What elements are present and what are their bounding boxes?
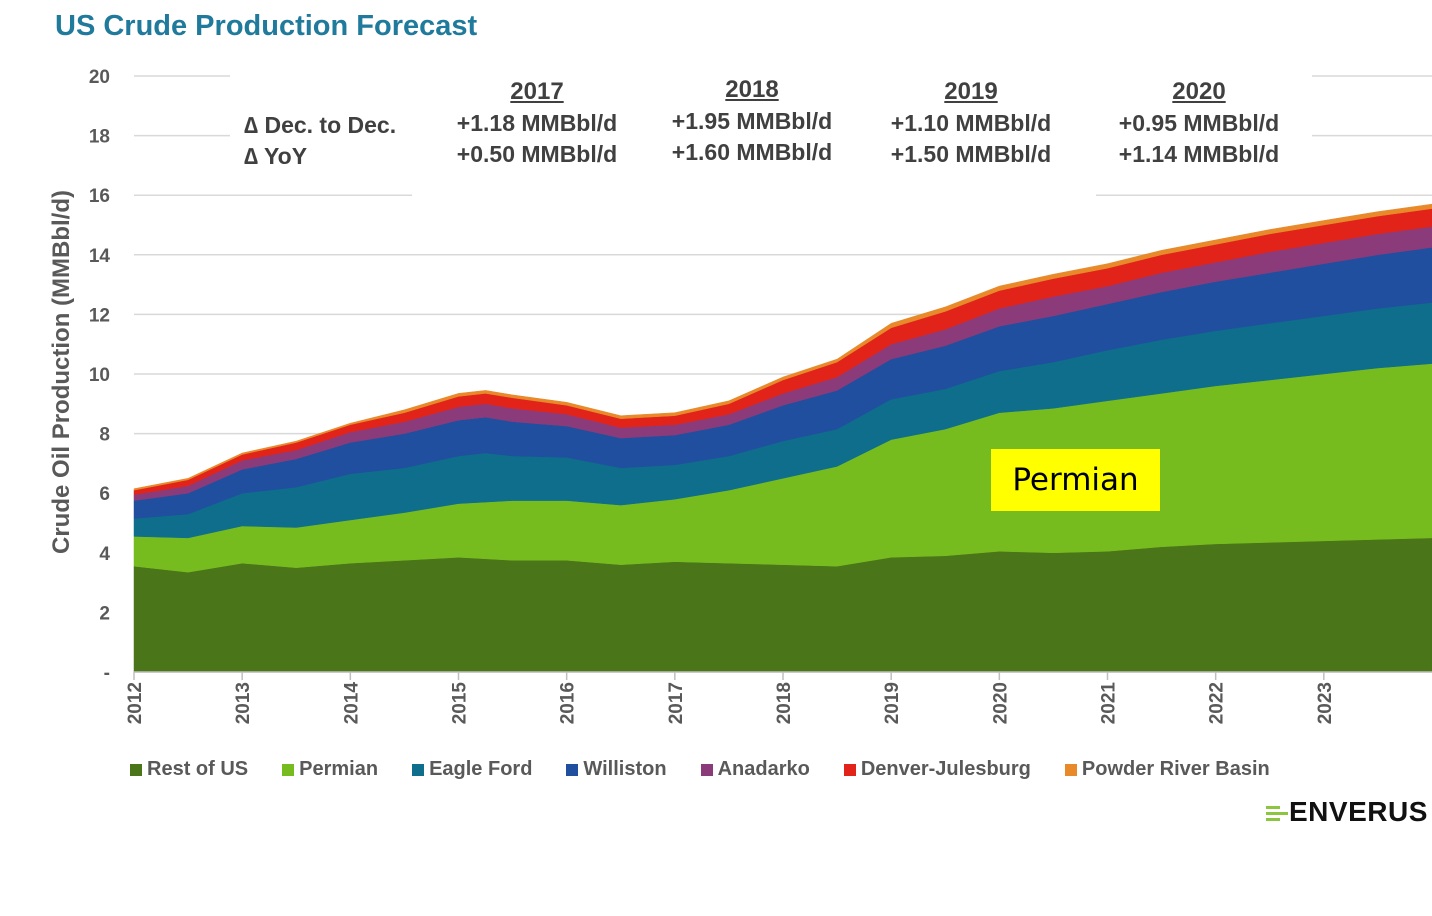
x-tick-label: 2018: [774, 682, 795, 724]
y-tick-label: 4: [99, 544, 110, 565]
annotation-dec-to-dec: +1.10 MMBbl/d: [890, 110, 1052, 136]
legend-label: Permian: [299, 758, 379, 780]
annotation-row-label-yoy: ∆ YoY: [244, 143, 308, 169]
y-tick-label: 14: [89, 246, 111, 267]
legend-label: Rest of US: [147, 758, 249, 780]
chart-legend: Rest of US Permian Eagle Ford Williston …: [130, 758, 1270, 781]
y-tick-label: -: [104, 663, 110, 684]
y-tick-label: 10: [89, 365, 110, 386]
legend-swatch: [130, 763, 142, 776]
legend-label: Williston: [583, 758, 667, 780]
x-tick-label: 2012: [125, 682, 146, 724]
legend-label: Denver-Julesburg: [860, 758, 1031, 780]
x-tick-label: 2019: [882, 682, 903, 724]
legend-label: Anadarko: [717, 758, 810, 780]
chart-title: US Crude Production Forecast: [55, 10, 478, 42]
annotation-dec-to-dec: +1.95 MMBbl/d: [671, 108, 833, 134]
legend-label: Eagle Ford: [429, 758, 533, 780]
x-tick-label: 2015: [450, 682, 471, 725]
legend-swatch: [412, 763, 425, 776]
legend-item: Rest of US: [130, 758, 248, 781]
y-tick-label: 18: [89, 127, 110, 148]
legend-item: Permian: [282, 758, 378, 781]
annotation-row-label-dec: ∆ Dec. to Dec.: [244, 112, 397, 138]
x-tick-label: 2021: [1099, 682, 1120, 725]
annotation-yoy: +0.50 MMBbl/d: [456, 141, 618, 167]
permian-callout: Permian: [991, 449, 1160, 511]
x-tick-label: 2020: [990, 682, 1011, 724]
annotation-dec-to-dec: +0.95 MMBbl/d: [1118, 110, 1280, 136]
enverus-logo: ENVERUS: [1266, 796, 1428, 828]
y-tick-label: 6: [99, 484, 110, 505]
logo-text: ENVERUS: [1289, 796, 1428, 827]
legend-item: Williston: [566, 758, 667, 781]
x-tick-label: 2016: [558, 682, 579, 724]
x-tick-label: 2023: [1315, 682, 1336, 724]
annotation-yoy: +1.60 MMBbl/d: [671, 139, 833, 165]
legend-item: Eagle Ford: [412, 758, 532, 781]
x-tick-label: 2017: [666, 682, 687, 724]
y-tick-label: 8: [99, 425, 110, 446]
y-tick-label: 2: [99, 603, 110, 624]
area-series: [133, 203, 1432, 491]
legend-swatch: [1064, 763, 1077, 776]
logo-mark-icon: [1266, 802, 1288, 822]
legend-swatch: [566, 763, 579, 776]
legend-label: Powder River Basin: [1081, 758, 1270, 780]
annotation-year: 2017: [510, 78, 564, 105]
annotation-yoy: +1.14 MMBbl/d: [1118, 141, 1280, 167]
annotation-panel-extension: [412, 170, 1096, 248]
y-tick-label: 12: [89, 305, 110, 326]
x-tick-label: 2022: [1207, 682, 1228, 724]
annotation-year: 2018: [725, 76, 779, 103]
legend-item: Denver-Julesburg: [843, 758, 1031, 781]
legend-swatch: [282, 763, 295, 776]
y-tick-label: 16: [89, 186, 110, 207]
annotation-year: 2020: [1172, 78, 1226, 105]
x-tick-label: 2013: [233, 682, 254, 724]
y-tick-label: 20: [89, 67, 110, 88]
x-tick-label: 2014: [341, 682, 362, 725]
annotation-year: 2019: [944, 78, 998, 105]
legend-swatch: [700, 763, 713, 776]
legend-item: Anadarko: [700, 758, 810, 781]
annotation-dec-to-dec: +1.18 MMBbl/d: [456, 110, 618, 136]
legend-swatch: [843, 763, 856, 776]
legend-item: Powder River Basin: [1064, 758, 1270, 781]
annotation-yoy: +1.50 MMBbl/d: [890, 141, 1052, 167]
annotation-panel: [230, 74, 1312, 170]
